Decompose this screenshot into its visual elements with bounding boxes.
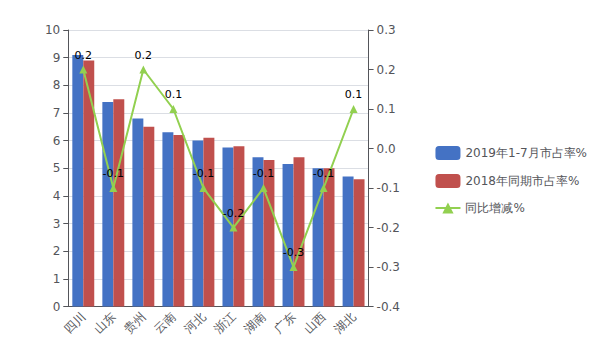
svg-text:0.1: 0.1 (345, 88, 363, 101)
svg-text:2019年1-7月市占率%: 2019年1-7月市占率% (465, 146, 587, 160)
svg-text:-0.1: -0.1 (377, 181, 400, 195)
svg-text:4: 4 (53, 189, 61, 203)
svg-text:-0.1: -0.1 (103, 167, 124, 180)
svg-text:3: 3 (53, 217, 61, 231)
svg-text:0.0: 0.0 (377, 142, 396, 156)
svg-text:同比增减%: 同比增减% (465, 201, 524, 215)
svg-text:-0.2: -0.2 (377, 221, 400, 235)
svg-text:-0.1: -0.1 (313, 167, 334, 180)
svg-text:河北: 河北 (181, 310, 208, 337)
svg-text:山西: 山西 (302, 310, 329, 337)
svg-text:1: 1 (53, 272, 61, 286)
svg-text:-0.2: -0.2 (223, 207, 244, 220)
svg-text:-0.3: -0.3 (283, 246, 304, 259)
svg-text:7: 7 (53, 106, 61, 120)
svg-text:贵州: 贵州 (121, 310, 148, 337)
svg-text:10: 10 (45, 23, 60, 37)
svg-text:浙江: 浙江 (212, 310, 239, 337)
svg-text:0.1: 0.1 (377, 102, 396, 116)
svg-text:0.2: 0.2 (135, 49, 153, 62)
svg-text:0.3: 0.3 (377, 23, 396, 37)
svg-text:四川: 四川 (61, 310, 88, 337)
svg-text:9: 9 (53, 51, 61, 65)
svg-text:8: 8 (53, 78, 61, 92)
svg-text:5: 5 (53, 161, 61, 175)
svg-text:2: 2 (53, 244, 61, 258)
svg-text:-0.1: -0.1 (253, 167, 274, 180)
svg-text:0.2: 0.2 (377, 63, 396, 77)
svg-text:山东: 山东 (91, 310, 118, 337)
svg-text:广东: 广东 (272, 310, 299, 337)
svg-text:-0.4: -0.4 (377, 300, 400, 314)
svg-text:湖北: 湖北 (332, 310, 359, 337)
svg-text:0.2: 0.2 (75, 49, 93, 62)
svg-text:0: 0 (53, 300, 61, 314)
svg-text:-0.1: -0.1 (193, 167, 214, 180)
svg-text:0.1: 0.1 (165, 88, 183, 101)
svg-text:湖南: 湖南 (242, 310, 269, 337)
svg-text:6: 6 (53, 134, 61, 148)
svg-text:云南: 云南 (151, 310, 178, 337)
svg-text:2018年同期市占率%: 2018年同期市占率% (465, 174, 579, 188)
svg-text:-0.3: -0.3 (377, 260, 400, 274)
